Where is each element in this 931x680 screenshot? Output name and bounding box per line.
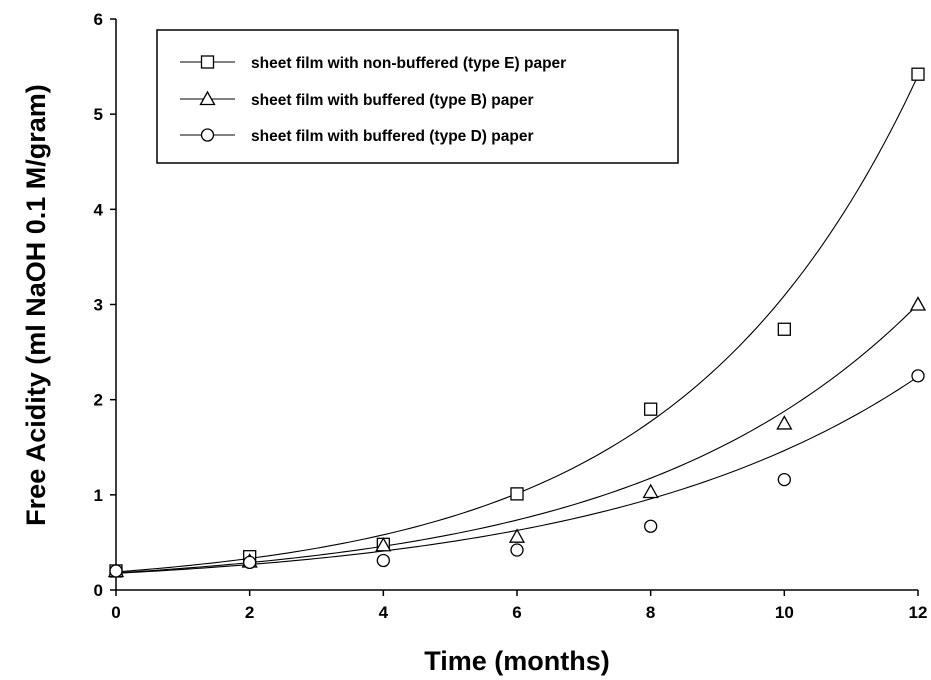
legend-marker-triangle [199, 90, 216, 106]
legend-label: sheet film with buffered (type B) paper [251, 92, 533, 109]
x-axis-title: Time (months) [424, 646, 610, 676]
legend-box [156, 29, 679, 164]
x-tick-label: 2 [245, 603, 254, 622]
data-point-circle [376, 553, 390, 568]
y-tick-label: 3 [94, 296, 103, 315]
y-axis-title: Free Acidity (ml NaOH 0.1 M/gram) [21, 84, 51, 526]
data-point-circle [109, 564, 123, 578]
data-point-circle [510, 543, 524, 557]
data-point-square [911, 67, 925, 81]
x-tick-label: 10 [775, 603, 794, 622]
x-tick-label: 12 [909, 603, 928, 622]
legend-marker-circle [200, 128, 215, 142]
y-tick-label: 5 [94, 105, 103, 124]
y-tick-label: 4 [94, 200, 104, 219]
y-tick-label: 0 [94, 581, 103, 600]
x-tick-label: 8 [646, 603, 655, 622]
x-tick-label: 6 [512, 603, 521, 622]
data-point-circle [644, 519, 658, 533]
data-points [107, 67, 927, 578]
x-tick-label: 0 [111, 603, 120, 622]
legend: sheet film with non-buffered (type E) pa… [156, 29, 679, 164]
y-tick-label: 1 [94, 486, 103, 505]
y-tick-label: 2 [94, 391, 103, 410]
data-point-circle [911, 369, 925, 383]
data-point-triangle [642, 483, 659, 499]
data-point-triangle [508, 528, 526, 543]
x-tick-label: 4 [379, 603, 389, 622]
legend-label: sheet film with buffered (type D) paper [251, 128, 533, 145]
data-point-triangle [776, 415, 793, 430]
data-point-triangle [909, 296, 927, 311]
data-point-square [644, 402, 658, 416]
data-point-circle [243, 555, 257, 570]
legend-label: sheet film with non-buffered (type E) pa… [251, 55, 566, 72]
y-tick-label: 6 [94, 10, 103, 29]
data-point-square [510, 487, 524, 501]
data-point-triangle [375, 536, 392, 552]
ticks [110, 18, 919, 596]
legend-marker-square [200, 55, 215, 69]
data-point-square [777, 322, 791, 336]
data-point-circle [777, 472, 791, 487]
